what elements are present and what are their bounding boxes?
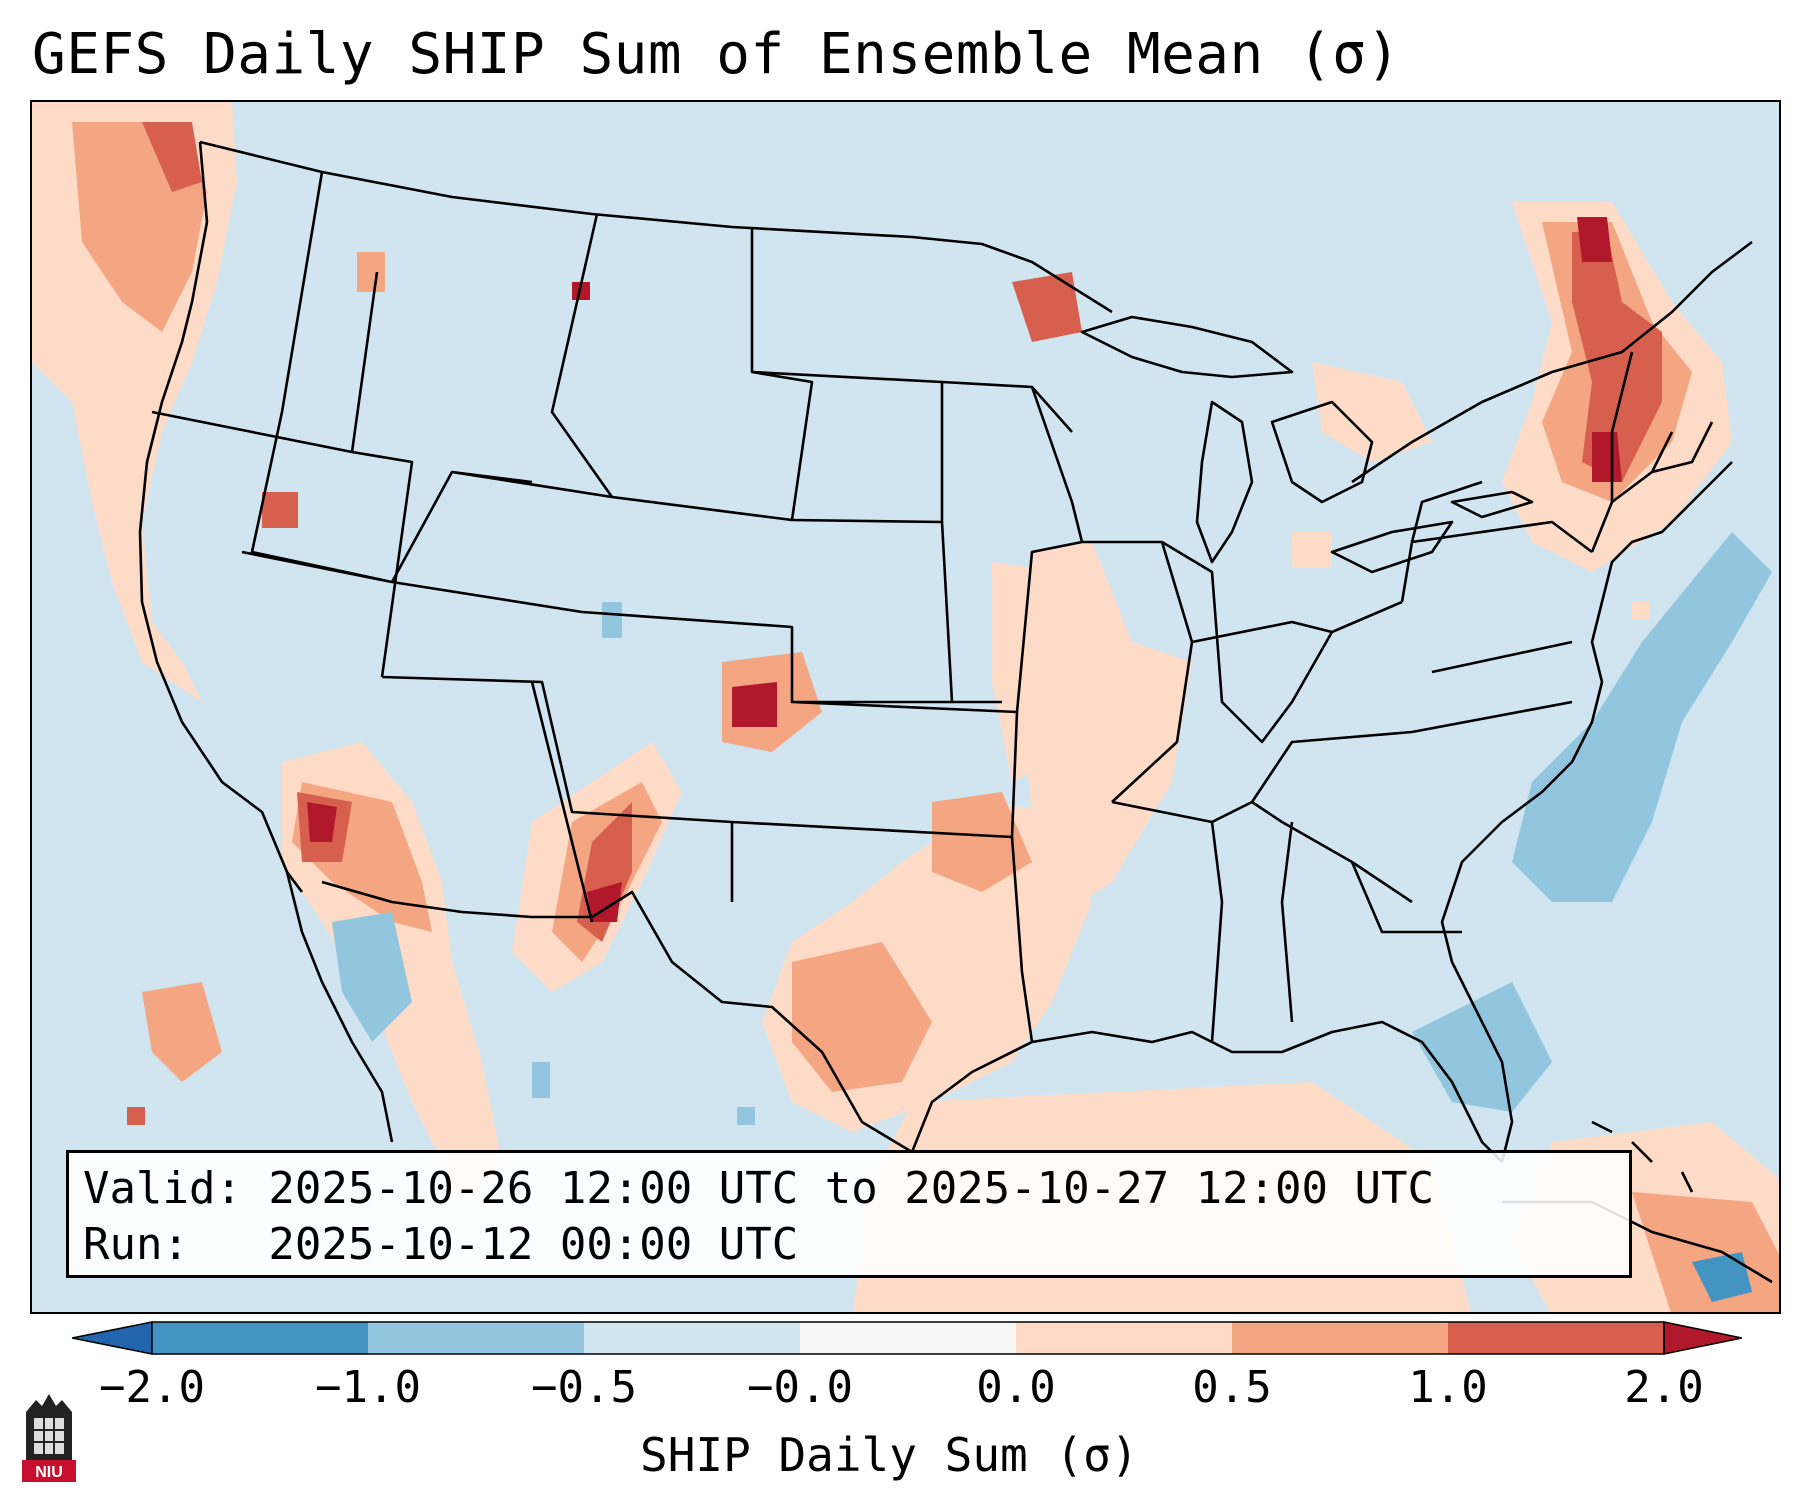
anomaly-pixel (357, 252, 385, 292)
lake-ontario (1450, 490, 1534, 519)
colorbar-tick-label: −0.0 (747, 1362, 853, 1413)
chart-title: GEFS Daily SHIP Sum of Ensemble Mean (σ) (32, 22, 1401, 87)
anomaly-region-nm-max (587, 882, 622, 922)
anomaly-shading-negative (332, 532, 1772, 1302)
map-panel[interactable] (30, 100, 1781, 1314)
lake-superior (1080, 315, 1294, 379)
anomaly-pixel (572, 282, 590, 300)
anomaly-region-ne-max2 (1577, 217, 1612, 262)
anomaly-region-on (1312, 362, 1432, 462)
logo-text: NIU (35, 1464, 63, 1481)
colorbar-outline (151, 1321, 1665, 1355)
anomaly-region-cuba-east (1692, 1252, 1752, 1302)
us-mexico-border (321, 880, 913, 1154)
anomaly-region-sw-max (307, 802, 337, 842)
gulf-coastline (910, 1020, 1503, 1163)
anomaly-pixel (1632, 602, 1650, 620)
anomaly-region-mn (1012, 272, 1082, 342)
anomaly-pixel (127, 1107, 145, 1125)
lake-erie (1330, 520, 1454, 574)
colorbar-segment (152, 1322, 368, 1354)
anomaly-pixel (1292, 532, 1332, 568)
colorbar-label: SHIP Daily Sum (σ) (640, 1428, 1139, 1482)
anomaly-region-ok (932, 792, 1032, 892)
lake-michigan (1195, 400, 1254, 564)
colorbar-segment (368, 1322, 584, 1354)
anomaly-region-atlantic (1512, 532, 1772, 902)
lake-huron (1270, 400, 1374, 504)
colorbar-segment (584, 1322, 800, 1354)
colorbar-extend-high (1663, 1321, 1742, 1355)
colorbar-tick-label: 0.5 (1192, 1362, 1272, 1413)
us-canada-border-east (1351, 240, 1753, 484)
colorbar-tick-label: −0.5 (531, 1362, 637, 1413)
anomaly-pixel (602, 602, 622, 638)
run-time-line: Run: 2025-10-12 00:00 UTC (83, 1219, 799, 1270)
anomaly-pixel (737, 1107, 755, 1125)
anomaly-region-ne-peak (1572, 232, 1662, 482)
colorbar-segment (1448, 1322, 1664, 1354)
colorbar-segment (1232, 1322, 1448, 1354)
colorbar-segment (800, 1322, 1016, 1354)
anomaly-region-tx-core (792, 942, 932, 1092)
colorbar-tick-label: 0.0 (976, 1362, 1056, 1413)
anomaly-region-baja (142, 982, 222, 1082)
conus-map-svg (32, 102, 1779, 1312)
anomaly-region-ne-max (1592, 432, 1622, 482)
anomaly-region-pnw-peak (142, 122, 202, 192)
valid-time-line: Valid: 2025-10-26 12:00 UTC to 2025-10-2… (83, 1163, 1435, 1214)
state-borders (151, 171, 1714, 1043)
niu-logo: NIU (22, 1394, 76, 1482)
anomaly-pixel (532, 1062, 550, 1098)
colorbar-segment (1016, 1322, 1232, 1354)
colorbar-extend-low (72, 1321, 153, 1355)
colorbar-tick-label: −2.0 (99, 1362, 205, 1413)
anomaly-region-florida (1412, 982, 1552, 1112)
anomaly-pixel (262, 492, 298, 528)
colorbar (72, 1321, 1742, 1355)
west-coastline (138, 141, 304, 893)
colorbar-tick-label: 2.0 (1624, 1362, 1704, 1413)
baja-coastline (285, 871, 394, 1143)
colorbar-tick-label: −1.0 (315, 1362, 421, 1413)
east-coastline (1440, 461, 1733, 1163)
us-canada-border (199, 140, 1113, 314)
anomaly-region-gulf-ca (332, 912, 412, 1042)
anomaly-region-mo (992, 562, 1072, 782)
validity-info-box: Valid: 2025-10-26 12:00 UTC to 2025-10-2… (66, 1150, 1632, 1278)
bahamas (1591, 1120, 1694, 1193)
boundaries (138, 140, 1773, 1284)
anomaly-region-co-peak (732, 682, 777, 727)
colorbar-tick-label: 1.0 (1408, 1362, 1488, 1413)
